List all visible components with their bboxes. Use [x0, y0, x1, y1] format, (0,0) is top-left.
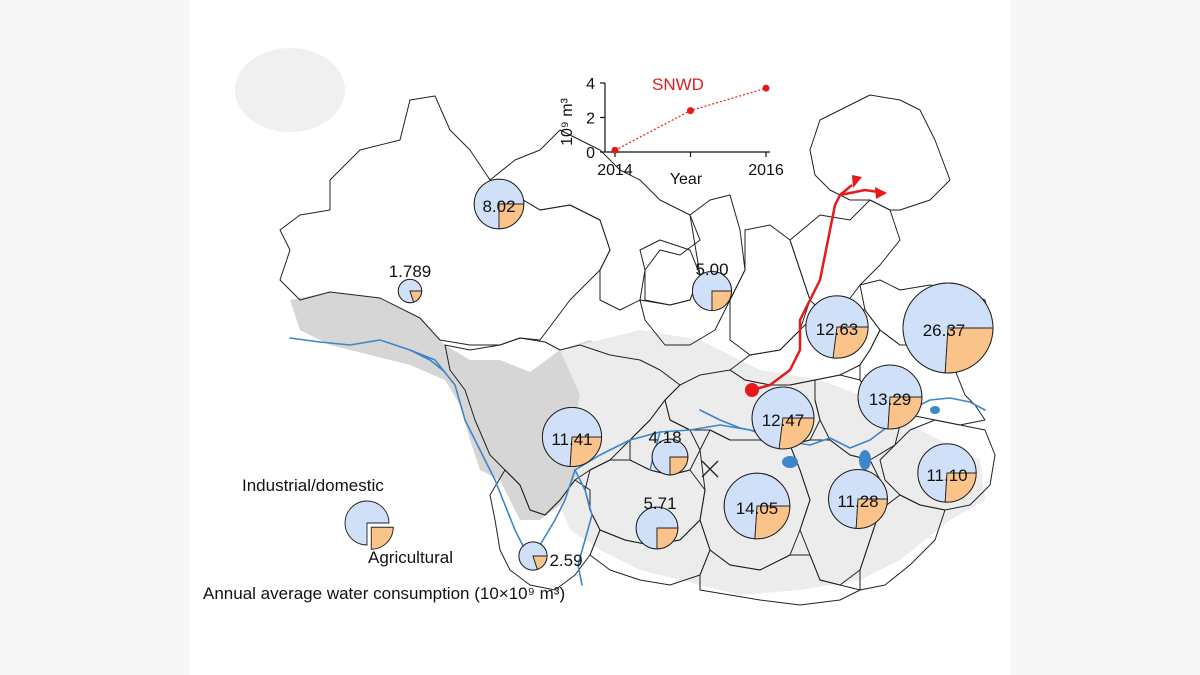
pie-jiangxi-pie-outline	[828, 469, 888, 529]
snwd-inset-chart: SNWD 10⁹ m³ Year 0 2 4 2014 2016	[559, 75, 784, 188]
pie-shandong-pie-outline	[902, 282, 994, 374]
pie-henan-north-pie-outline	[805, 295, 869, 359]
inset-y-tick-label: 0	[586, 145, 595, 162]
snwd-arrow-north	[852, 175, 862, 188]
snwd-canal	[751, 184, 853, 392]
pie-guizhou-pie-outline	[635, 506, 679, 550]
inset-x-tick-label: 2014	[597, 162, 633, 179]
pie-zhejiang: 11.10	[917, 443, 977, 503]
outline-shaanxi	[639, 194, 746, 346]
inset-ylabel: 10⁹ m³	[559, 97, 576, 145]
pie-value-label: 11.10	[926, 466, 967, 485]
pie-guizhou: 5.71	[635, 494, 679, 550]
snwd-source-marker	[745, 383, 759, 397]
inset-point	[687, 107, 694, 115]
inset-title: SNWD	[652, 75, 704, 94]
blur-artifact	[235, 48, 345, 132]
outline-guangdong	[699, 549, 861, 606]
pie-hunan: 14.05	[723, 472, 791, 540]
pie-value-label: 1.789	[389, 262, 432, 281]
outline-gansu	[489, 129, 701, 311]
cross-marker	[701, 460, 719, 478]
pie-value-label: 5.71	[643, 494, 676, 513]
legend-caption: Annual average water consumption (10×10⁹…	[203, 584, 565, 603]
right-margin	[1010, 0, 1200, 675]
pie-hubei-pie-outline	[751, 386, 815, 450]
pie-value-label: 8.02	[482, 197, 515, 216]
province-outlines	[279, 94, 996, 606]
pie-jiangsu: 13.29	[857, 364, 923, 430]
pie-charts: 1.789 8.02 5.00 12.63 26.37 13.29 12.47 11.41 4.…	[389, 178, 994, 571]
outline-fujian	[859, 494, 946, 591]
pie-jiangsu-pie-outline	[857, 364, 923, 430]
left-margin	[0, 0, 190, 675]
river-han	[699, 409, 761, 433]
pie-yunnan: 2.59	[518, 541, 583, 571]
legend: Industrial/domestic Agricultural Annual …	[203, 476, 565, 603]
pie-shaanxi-north: 5.00	[691, 260, 733, 312]
lake-dongting	[782, 456, 798, 468]
pie-value-label: 11.28	[837, 492, 878, 511]
pie-value-label: 2.59	[549, 551, 582, 570]
pie-xinjiang-like: 1.789	[389, 262, 432, 304]
pie-value-label: 11.41	[551, 430, 592, 449]
inset-xlabel: Year	[670, 171, 703, 188]
river-min	[574, 469, 593, 586]
inset-point	[762, 84, 770, 92]
lake-tai	[930, 406, 940, 414]
pie-chongqing-pie-outline	[651, 438, 689, 476]
lakes	[782, 406, 940, 470]
inset-series	[611, 84, 770, 154]
terrain-plateau	[290, 292, 610, 520]
pie-yunnan-pie-outline	[518, 541, 548, 571]
inset-point	[611, 146, 619, 154]
outline-northwest	[279, 95, 611, 346]
legend-agricultural-label: Agricultural	[368, 548, 453, 567]
pie-gansu-north: 8.02	[473, 178, 525, 230]
pie-value-label: 26.37	[923, 321, 966, 340]
pie-henan-north: 12.63	[805, 295, 869, 359]
inset-y-tick-label: 4	[586, 76, 595, 93]
legend-industrial-label: Industrial/domestic	[242, 476, 384, 495]
pie-xinjiang-like-pie-outline	[397, 278, 423, 304]
pie-value-label: 4.18	[648, 428, 681, 447]
snwd-route	[745, 175, 887, 397]
snwd-arrow-east	[875, 187, 887, 199]
pie-zhejiang-pie-outline	[917, 443, 977, 503]
pie-shaanxi-north-pie-outline	[691, 270, 733, 312]
pie-value-label: 14.05	[736, 499, 779, 518]
outline-zhejiang	[879, 419, 996, 511]
pie-jiangxi: 11.28	[828, 469, 888, 529]
legend-pie-industrial-slice	[370, 526, 394, 550]
pie-value-label: 12.47	[762, 411, 805, 430]
pie-shandong: 26.37	[902, 282, 994, 374]
river-upper-branch	[409, 349, 446, 373]
pie-sichuan: 11.41	[541, 406, 603, 468]
legend-pie	[344, 500, 394, 550]
pie-gansu-north-pie-outline	[473, 178, 525, 230]
pie-value-label: 13.29	[869, 390, 912, 409]
pie-chongqing: 4.18	[648, 428, 689, 476]
inset-y-tick-label: 2	[586, 111, 595, 128]
legend-pie-agricultural-slice	[344, 500, 390, 546]
pie-value-label: 12.63	[816, 320, 859, 339]
pie-sichuan-pie-outline	[541, 406, 603, 468]
lake-poyang	[859, 450, 871, 470]
pie-hunan-pie-outline	[723, 472, 791, 540]
inset-ticks: 0 2 4 2014 2016	[586, 76, 784, 179]
pie-hubei: 12.47	[751, 386, 815, 450]
inset-x-tick-label: 2016	[748, 162, 784, 179]
pie-value-label: 5.00	[695, 260, 728, 279]
